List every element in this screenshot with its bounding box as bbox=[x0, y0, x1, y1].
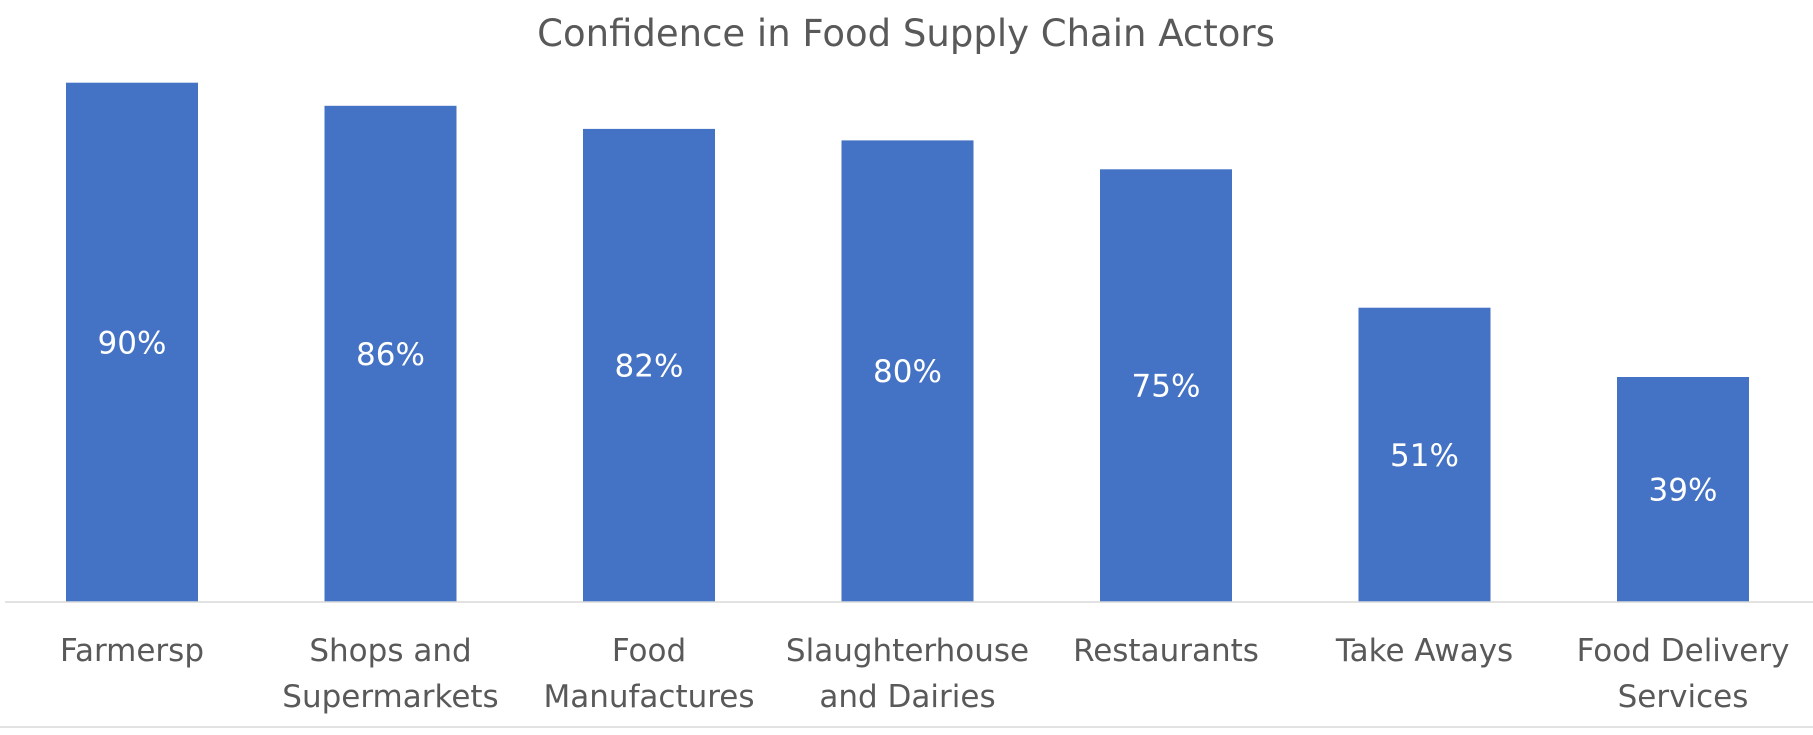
category-label-line: and Dairies bbox=[819, 679, 995, 715]
category-label-line: Manufactures bbox=[543, 679, 754, 715]
bar-value-label: 86% bbox=[356, 337, 425, 373]
bar-value-label: 39% bbox=[1649, 473, 1718, 509]
bar-value-label: 90% bbox=[98, 325, 167, 361]
bar-value-label: 51% bbox=[1390, 438, 1459, 474]
bar-value-label: 82% bbox=[615, 348, 684, 384]
bar bbox=[1358, 307, 1491, 602]
bar-value-label: 80% bbox=[873, 354, 942, 390]
bar bbox=[1100, 169, 1232, 603]
category-label: Slaughterhouse and Dairies bbox=[786, 633, 1029, 715]
category-label-line: Take Aways bbox=[1335, 633, 1513, 669]
category-labels-layer: Farmersp Shops and Supermarkets Food Manufac… bbox=[60, 633, 1789, 715]
bars-layer: 90% 86% 82% 80% 75% 51% 39% bbox=[66, 82, 1749, 603]
category-label-line: Slaughterhouse bbox=[786, 633, 1029, 669]
category-label: Farmersp bbox=[60, 633, 204, 669]
category-label-line: Shops and bbox=[309, 633, 471, 669]
category-label-line: Farmersp bbox=[60, 633, 204, 669]
category-label-line: Food Delivery bbox=[1577, 633, 1790, 669]
bar bbox=[66, 82, 198, 602]
bar bbox=[324, 105, 457, 603]
category-label: Take Aways bbox=[1335, 633, 1513, 669]
chart-title: Confidence in Food Supply Chain Actors bbox=[537, 12, 1275, 55]
bar-value-label: 75% bbox=[1132, 369, 1201, 405]
category-label-line: Food bbox=[612, 633, 686, 669]
bar bbox=[1617, 377, 1749, 602]
category-label: Food Delivery Services bbox=[1577, 633, 1790, 715]
category-label-line: Services bbox=[1618, 679, 1749, 715]
category-label: Restaurants bbox=[1073, 633, 1259, 669]
category-label: Shops and Supermarkets bbox=[282, 633, 498, 715]
bar bbox=[583, 128, 715, 602]
bar bbox=[841, 140, 974, 602]
category-label-line: Supermarkets bbox=[282, 679, 498, 715]
category-label: Food Manufactures bbox=[543, 633, 754, 715]
category-label-line: Restaurants bbox=[1073, 633, 1259, 669]
